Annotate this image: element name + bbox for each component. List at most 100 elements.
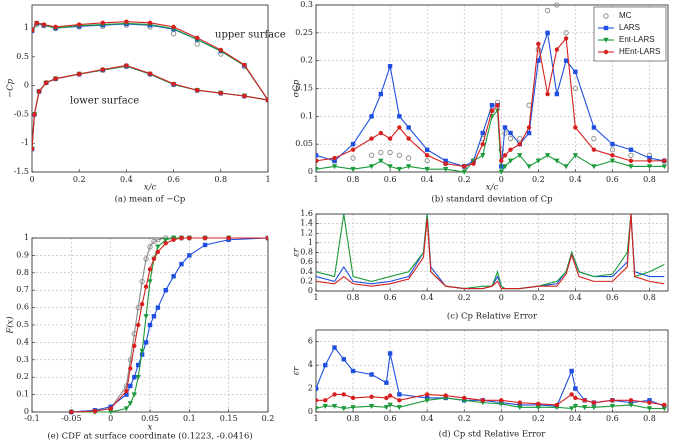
marker (108, 406, 113, 411)
marker (124, 63, 129, 68)
marker (136, 362, 141, 368)
marker (34, 20, 39, 26)
marker (179, 261, 184, 267)
y-axis-label: εr (292, 366, 302, 376)
marker (517, 141, 522, 147)
marker (498, 147, 504, 153)
y-axis-label: −Cp (6, 78, 16, 98)
marker (397, 114, 402, 119)
marker (661, 406, 667, 412)
marker (646, 406, 653, 412)
marker (573, 386, 578, 391)
marker (610, 141, 615, 147)
marker (397, 125, 402, 130)
marker (517, 400, 522, 405)
marker (396, 152, 403, 158)
marker (155, 305, 161, 310)
x-axis-label: x/c (144, 183, 157, 193)
marker (517, 405, 523, 411)
marker (387, 351, 393, 356)
legend-label: LARS (619, 23, 640, 32)
legend-marker (603, 37, 609, 43)
series-line (32, 22, 268, 150)
marker (443, 393, 448, 398)
x-tick-label: 0.2 (73, 175, 86, 184)
marker (108, 409, 114, 415)
marker (591, 125, 597, 130)
marker (171, 237, 176, 242)
marker (536, 41, 541, 47)
marker (135, 375, 141, 380)
marker (554, 2, 560, 8)
x-tick-label: 1 (313, 293, 318, 302)
marker (507, 135, 514, 142)
marker (195, 35, 200, 41)
x-tick-label: 0 (29, 175, 34, 184)
marker (124, 392, 129, 397)
y-tick-label: 0.5 (16, 52, 29, 61)
series-group (32, 19, 268, 152)
marker (350, 155, 356, 161)
plot-frame (315, 213, 669, 292)
marker (226, 235, 231, 241)
marker (378, 149, 384, 156)
marker (573, 125, 578, 130)
marker (341, 392, 346, 397)
x-axis-label: x (148, 423, 153, 433)
marker (32, 28, 35, 33)
y-tick-label: 4 (308, 360, 313, 369)
marker (170, 31, 177, 37)
x-tick-label: 0.6 (606, 293, 619, 302)
marker (316, 386, 319, 391)
y-tick-label: 0 (24, 81, 29, 90)
marker (194, 41, 200, 47)
y-tick-label: 0 (308, 407, 313, 416)
marker (332, 345, 337, 350)
marker (628, 152, 634, 158)
marker (545, 91, 550, 97)
marker (628, 402, 634, 408)
marker (628, 398, 634, 403)
series-line (316, 213, 665, 290)
marker (424, 395, 430, 401)
y-tick-label: 0 (308, 167, 313, 176)
marker (480, 153, 486, 159)
marker (77, 22, 82, 27)
marker (179, 235, 184, 241)
marker (609, 147, 616, 153)
marker (218, 90, 223, 96)
marker (628, 158, 634, 164)
marker (136, 322, 141, 328)
panel: 0 0.2 0.4 0.6 0.8 1 -1.5 -1 -0.5 0 0.5 1 x/c −Cp (a) m… (6, 4, 286, 205)
legend-marker (603, 13, 609, 19)
x-tick-label: 0.6 (606, 414, 619, 423)
x-tick-label: 0.8 (347, 175, 360, 184)
marker (554, 158, 560, 164)
marker (526, 125, 532, 130)
marker (368, 164, 375, 170)
y-tick-label: 0.05 (295, 139, 313, 148)
marker (498, 169, 504, 175)
marker (545, 30, 550, 36)
marker (424, 153, 430, 158)
marker (387, 136, 393, 141)
y-tick-label: 0.4 (16, 337, 29, 346)
y-tick-label: 0.1 (300, 111, 313, 120)
x-tick-label: 0.05 (141, 414, 159, 423)
marker (100, 20, 106, 26)
marker (628, 400, 634, 405)
marker (387, 164, 393, 170)
marker (341, 406, 347, 412)
marker (424, 398, 430, 404)
marker (147, 20, 153, 26)
y-axis-label: F(x) (5, 316, 16, 334)
x-tick-label: 0.8 (347, 414, 360, 423)
marker (368, 152, 375, 158)
marker (187, 235, 192, 241)
y-tick-label: 0.6 (16, 303, 29, 312)
marker (572, 85, 579, 92)
y-tick-label: -1 (21, 138, 29, 147)
series-line (32, 21, 268, 150)
x-tick-label: 0.8 (643, 414, 656, 423)
marker (647, 398, 652, 403)
